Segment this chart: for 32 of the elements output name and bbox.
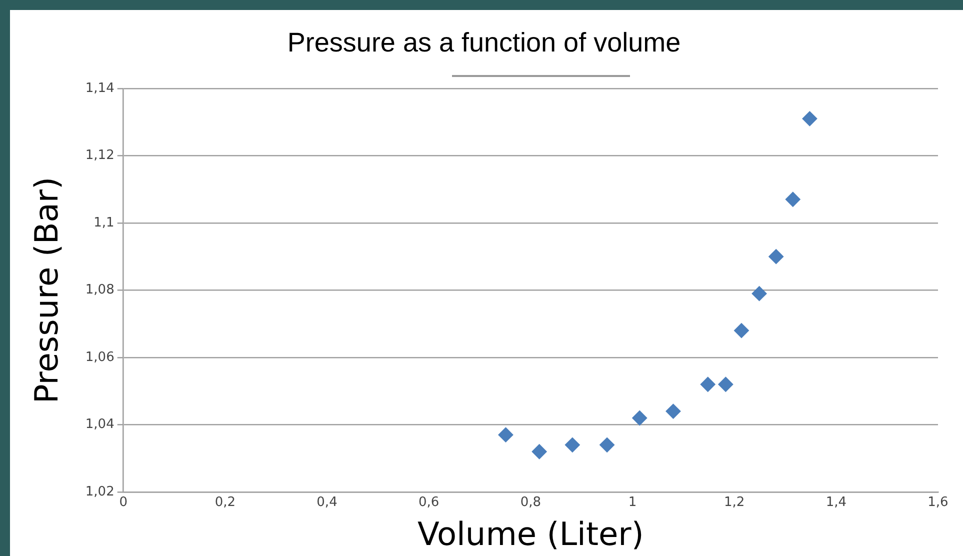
y-tick-label: 1,14 (85, 80, 114, 96)
y-tick-label: 1,08 (85, 282, 114, 298)
x-tick-label: 1,2 (724, 495, 745, 510)
x-tick-label: 1,6 (928, 495, 948, 510)
y-axis-title: Pressure (Bar) (28, 176, 66, 404)
point (734, 323, 749, 338)
y-tick-label: 1,04 (85, 417, 114, 432)
x-tick-label: 0,2 (214, 495, 236, 510)
y-tick-label: 1,06 (85, 350, 114, 365)
x-tick-label: 0,4 (316, 495, 338, 510)
point (752, 286, 767, 302)
x-tick-label: 0,8 (520, 495, 542, 510)
y-tick-label: 1,1 (94, 215, 114, 230)
x-tick-label: 1,4 (826, 495, 847, 510)
point (700, 376, 716, 392)
point (600, 437, 615, 452)
point (666, 404, 681, 419)
point (564, 437, 580, 452)
y-tick-label: 1,02 (85, 484, 114, 500)
point (718, 376, 734, 392)
x-tick-label: 1 (628, 495, 637, 510)
x-tick-label: 0,6 (418, 495, 440, 510)
point (632, 410, 648, 426)
x-axis-title: Volume (Liter) (418, 515, 644, 554)
point (532, 444, 547, 460)
point (785, 192, 800, 207)
point (768, 249, 784, 264)
y-tick-label: 1,12 (85, 148, 114, 164)
chart-title: Pressure as a function of volume (287, 28, 681, 58)
point (802, 111, 818, 126)
x-tick-label: 0 (119, 495, 128, 510)
point (498, 427, 514, 442)
